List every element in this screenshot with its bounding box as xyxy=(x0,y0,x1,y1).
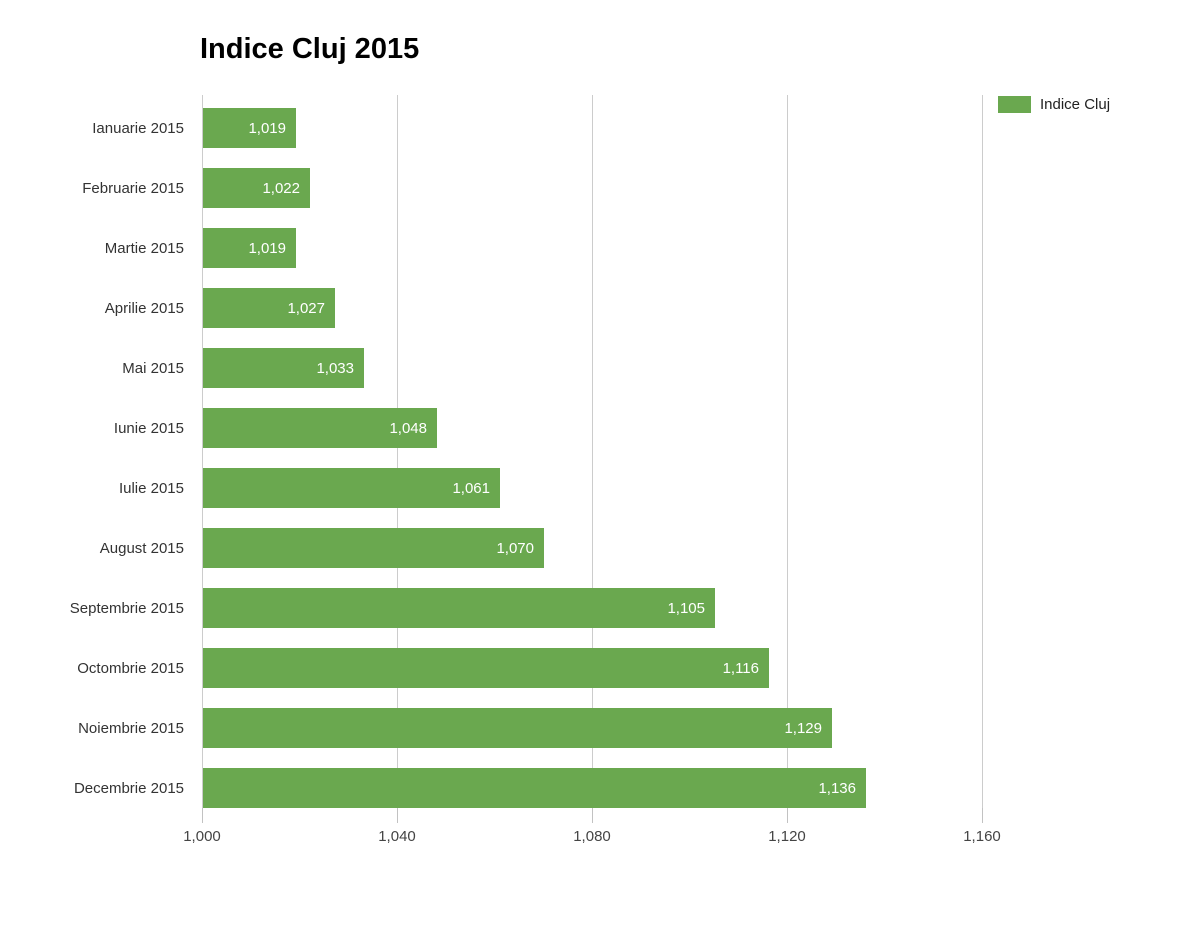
bar-value-label: 1,061 xyxy=(452,479,490,497)
bar[interactable]: 1,048 xyxy=(203,408,437,448)
category-label: August 2015 xyxy=(99,539,184,557)
gridline xyxy=(787,95,788,808)
bar-value-label: 1,022 xyxy=(262,179,300,197)
legend: Indice Cluj xyxy=(998,96,1110,113)
gridline xyxy=(592,95,593,808)
bar[interactable]: 1,070 xyxy=(203,528,544,568)
axis-tick-label: 1,000 xyxy=(183,828,221,845)
bar-value-label: 1,129 xyxy=(784,719,822,737)
axis-tick xyxy=(982,808,983,823)
bar-value-label: 1,105 xyxy=(667,599,705,617)
category-label: Iunie 2015 xyxy=(113,419,184,437)
category-label: Decembrie 2015 xyxy=(73,779,184,797)
category-label: Martie 2015 xyxy=(104,239,184,257)
category-label: Septembrie 2015 xyxy=(69,599,184,617)
category-label: Februarie 2015 xyxy=(82,179,184,197)
category-label: Mai 2015 xyxy=(122,359,184,377)
gridline xyxy=(982,95,983,808)
axis-tick xyxy=(202,808,203,823)
bar-value-label: 1,033 xyxy=(316,359,354,377)
bar[interactable]: 1,129 xyxy=(203,708,832,748)
axis-tick xyxy=(787,808,788,823)
bar-value-label: 1,048 xyxy=(389,419,427,437)
category-label: Iulie 2015 xyxy=(118,479,184,497)
bar-value-label: 1,116 xyxy=(722,659,759,677)
bar[interactable]: 1,019 xyxy=(203,228,296,268)
bar[interactable]: 1,136 xyxy=(203,768,866,808)
bar[interactable]: 1,019 xyxy=(203,108,296,148)
bar-value-label: 1,019 xyxy=(248,119,286,137)
category-label: Ianuarie 2015 xyxy=(92,119,184,137)
category-label: Aprilie 2015 xyxy=(104,299,184,317)
axis-tick-label: 1,120 xyxy=(768,828,806,845)
axis-tick-label: 1,160 xyxy=(963,828,1001,845)
axis-tick xyxy=(592,808,593,823)
axis-tick-label: 1,040 xyxy=(378,828,416,845)
legend-label: Indice Cluj xyxy=(1040,96,1111,113)
bar-value-label: 1,136 xyxy=(818,779,856,797)
bar-value-label: 1,019 xyxy=(248,239,286,257)
gridline xyxy=(397,95,398,808)
axis-tick-label: 1,080 xyxy=(573,828,611,845)
bar-value-label: 1,070 xyxy=(496,539,534,557)
axis-tick xyxy=(397,808,398,823)
chart-title: Indice Cluj 2015 xyxy=(200,33,420,65)
bar[interactable]: 1,033 xyxy=(203,348,364,388)
bar-value-label: 1,027 xyxy=(287,299,325,317)
gridline xyxy=(202,95,203,808)
bar[interactable]: 1,105 xyxy=(203,588,715,628)
category-label: Octombrie 2015 xyxy=(77,659,184,677)
legend-swatch-icon xyxy=(998,96,1031,113)
bar[interactable]: 1,022 xyxy=(203,168,310,208)
category-label: Noiembrie 2015 xyxy=(78,719,184,737)
bar[interactable]: 1,027 xyxy=(203,288,335,328)
bar[interactable]: 1,116 xyxy=(203,648,769,688)
plot-area: 1,019 1,022 1,019 1,027 1,033 1,048 1,061 1,070… xyxy=(202,95,983,808)
bar[interactable]: 1,061 xyxy=(203,468,500,508)
